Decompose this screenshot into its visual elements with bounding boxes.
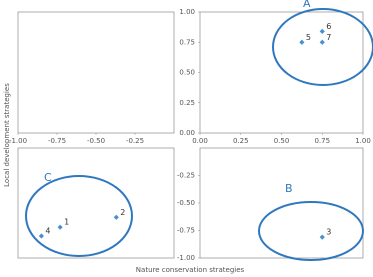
y-tick-label: -0.25 bbox=[177, 172, 195, 180]
point bbox=[319, 234, 325, 240]
x-axis-title: Nature conservation strategies bbox=[136, 266, 245, 274]
point bbox=[319, 39, 325, 45]
y-tick-label: 0.25 bbox=[179, 99, 195, 107]
x-tick-label: 0.00 bbox=[192, 137, 208, 145]
panel bbox=[17, 11, 175, 134]
panel bbox=[199, 11, 364, 134]
x-tick-label: 0.75 bbox=[314, 137, 330, 145]
point bbox=[38, 233, 44, 239]
group-label: B bbox=[285, 182, 293, 195]
group-label: C bbox=[44, 171, 52, 184]
point bbox=[319, 28, 325, 34]
y-tick-label: 0.00 bbox=[179, 129, 195, 137]
point-label: 6 bbox=[326, 22, 331, 31]
point-label: 3 bbox=[326, 228, 331, 237]
x-tick-label: 0.25 bbox=[233, 137, 249, 145]
point bbox=[57, 224, 63, 230]
y-tick-label: -0.50 bbox=[177, 199, 195, 207]
x-tick-label: -0.25 bbox=[126, 137, 144, 145]
y-axis-title: Local development strategies bbox=[3, 83, 11, 187]
x-tick-label: 1.00 bbox=[355, 137, 371, 145]
point-label: 7 bbox=[326, 33, 331, 42]
y-tick-label: -0.75 bbox=[177, 227, 195, 235]
x-tick-label: -0.50 bbox=[87, 137, 105, 145]
x-tick-label: -1.00 bbox=[9, 137, 27, 145]
point bbox=[299, 39, 305, 45]
group-ellipse bbox=[258, 201, 364, 261]
x-tick-label: -0.75 bbox=[48, 137, 66, 145]
x-tick-label: 0.50 bbox=[274, 137, 290, 145]
y-tick-label: 0.75 bbox=[179, 38, 195, 46]
panel bbox=[199, 147, 364, 259]
point-label: 2 bbox=[120, 208, 125, 217]
point bbox=[113, 214, 119, 220]
group-ellipse bbox=[25, 175, 133, 257]
group-ellipse bbox=[272, 8, 373, 86]
y-tick-label: -1.00 bbox=[177, 254, 195, 262]
group-label: A bbox=[303, 0, 311, 10]
panel bbox=[17, 147, 175, 259]
point-label: 4 bbox=[45, 227, 50, 236]
y-tick-label: 1.00 bbox=[179, 8, 195, 16]
y-tick-label: 0.50 bbox=[179, 69, 195, 77]
point-label: 1 bbox=[64, 218, 69, 227]
point-label: 5 bbox=[306, 33, 311, 42]
